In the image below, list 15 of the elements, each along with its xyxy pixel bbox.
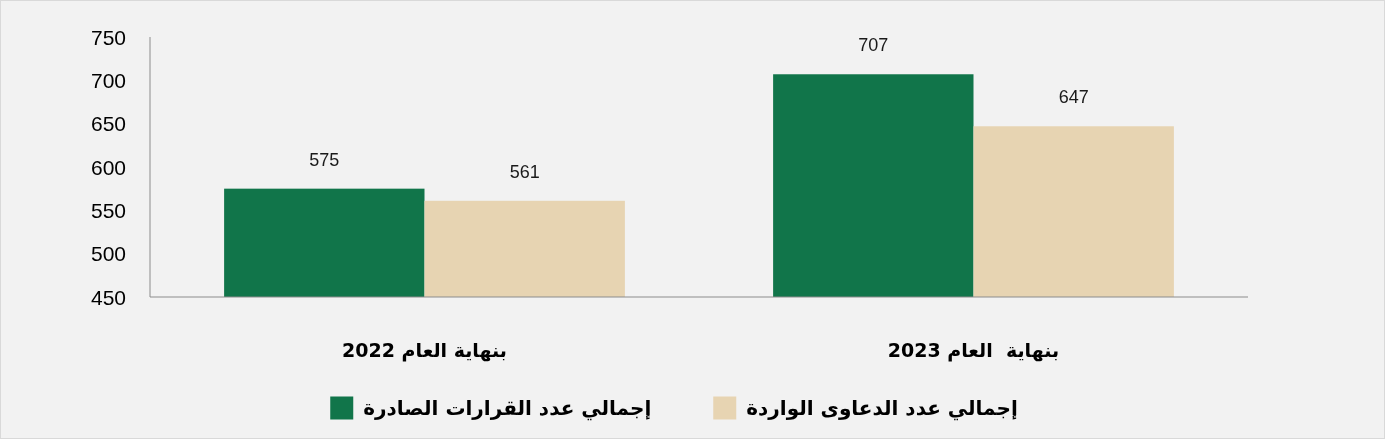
y-tick-label: 650 bbox=[90, 112, 126, 136]
x-tick-label: بنهاية العام 2023 bbox=[887, 339, 1060, 362]
data-label: 575 bbox=[309, 149, 340, 170]
data-label: 561 bbox=[509, 161, 540, 182]
x-tick-label: بنهاية العام 2022 bbox=[342, 339, 507, 362]
legend-label: إجمالي عدد الدعاوى الواردة bbox=[746, 396, 1018, 421]
y-tick-label: 700 bbox=[90, 68, 126, 92]
y-tick-label: 500 bbox=[90, 242, 126, 266]
y-tick-label: 450 bbox=[90, 285, 126, 309]
y-tick-label: 600 bbox=[90, 155, 126, 179]
y-tick-label: 550 bbox=[90, 198, 126, 222]
y-tick-label: 750 bbox=[90, 25, 126, 49]
legend-label: إجمالي عدد القرارات الصادرة bbox=[363, 396, 652, 421]
data-label: 707 bbox=[858, 35, 889, 56]
data-label: 647 bbox=[1058, 87, 1089, 108]
